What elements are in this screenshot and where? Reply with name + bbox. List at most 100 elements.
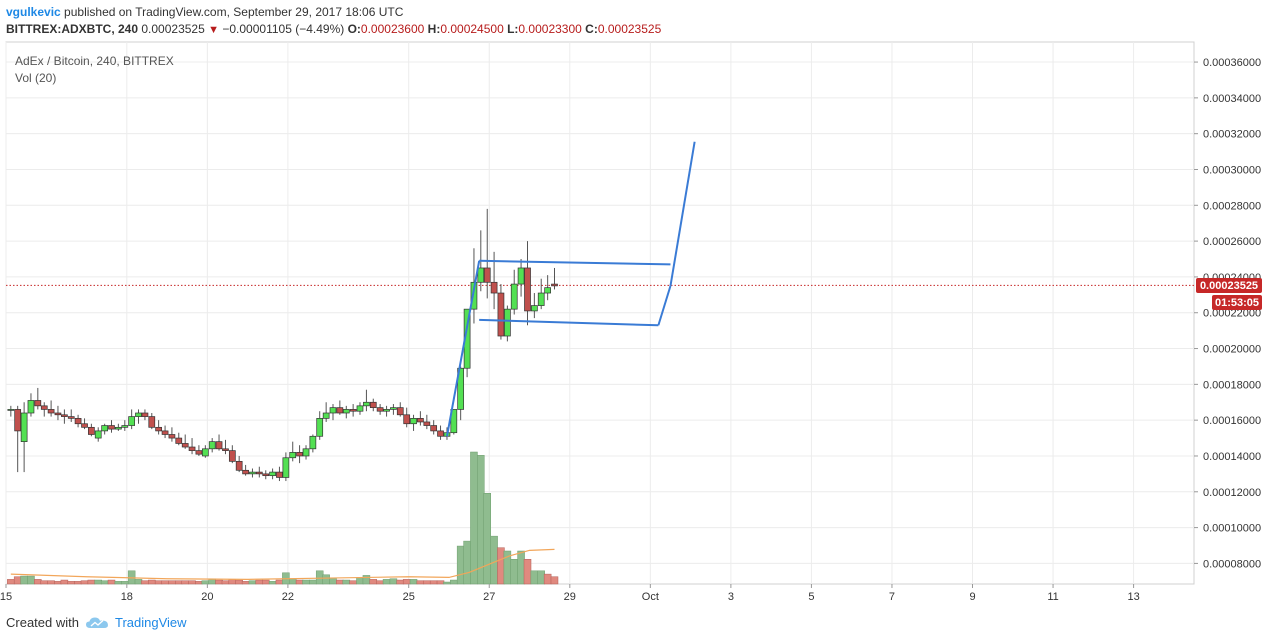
volume-bar (74, 581, 82, 585)
series-title: AdEx / Bitcoin, 240, BITTREX (15, 54, 174, 68)
volume-bar (60, 579, 69, 585)
volume-bar (168, 580, 176, 585)
volume-bar (530, 570, 539, 585)
y-tick-label: 0.00026000 (1203, 236, 1261, 248)
candle-body (161, 430, 169, 435)
y-tick-label: 0.00022000 (1203, 308, 1261, 320)
time-axis[interactable]: 15 18 20 22 25 27 29 Oct 3 5 7 9 11 13 (0, 584, 1140, 603)
candle-body (249, 471, 256, 475)
tradingview-link[interactable]: TradingView (85, 615, 187, 630)
x-tick-label: 13 (1127, 591, 1139, 603)
candle-body (67, 416, 75, 419)
candles (7, 208, 558, 482)
x-tick-label: 29 (564, 591, 576, 603)
candle-body (537, 292, 545, 306)
candle-body (141, 412, 149, 417)
candle-body (383, 409, 390, 412)
volume-bar (288, 578, 297, 585)
trendline (479, 259, 671, 266)
volume-bar (215, 579, 223, 585)
volume-bar (255, 579, 264, 585)
volume-bars (7, 451, 559, 585)
countdown-tag: 01:53:05 (1215, 297, 1259, 309)
volume-bar (543, 573, 552, 585)
volume-bar (47, 580, 55, 585)
open-label: O: (347, 22, 361, 36)
y-tick-label: 0.00014000 (1203, 451, 1261, 463)
candle-body (524, 267, 531, 312)
volume-bar (416, 580, 425, 585)
y-tick-label: 0.00020000 (1203, 344, 1261, 356)
low-value: 0.00023300 (518, 22, 582, 36)
candle-body (356, 405, 364, 412)
candle-body (108, 425, 115, 430)
volume-bar (221, 580, 230, 585)
candle-body (510, 283, 518, 310)
volume-bar (376, 580, 384, 585)
volume-bar (141, 580, 149, 585)
candle-body (27, 400, 35, 414)
candle-body (490, 281, 498, 294)
candle-body (54, 412, 62, 416)
trendline (669, 141, 696, 287)
volume-bar (241, 581, 250, 585)
x-tick-label: 15 (0, 591, 12, 603)
volume-bar (382, 579, 391, 585)
volume-bar (13, 576, 22, 585)
volume-bar (336, 579, 344, 585)
y-tick-label: 0.00016000 (1203, 415, 1261, 427)
symbol-label: BITTREX:ADXBTC, 240 (6, 22, 139, 36)
price-axis[interactable]: 0.00036000 0.00034000 0.00032000 0.00030000… (1194, 57, 1261, 570)
volume-bar (523, 559, 532, 585)
candle-body (115, 426, 122, 430)
candle-body (430, 425, 438, 432)
volume-bar (490, 535, 498, 585)
countdown-tag-bg (1212, 295, 1262, 310)
candle-body (148, 416, 156, 428)
candle-body (282, 457, 290, 478)
volume-bar (27, 575, 35, 585)
candle-body (208, 441, 216, 450)
volume-bar (154, 580, 163, 585)
y-tick-label: 0.00032000 (1203, 129, 1261, 141)
high-label: H: (427, 22, 441, 36)
volume-bar (342, 579, 351, 585)
volume-bar (114, 581, 123, 585)
volume-bar (94, 579, 102, 585)
x-tick-label: 7 (889, 591, 895, 603)
volume-bar (322, 574, 330, 585)
candle-body (201, 448, 209, 457)
candle-body (497, 292, 505, 337)
candle-body (349, 409, 357, 412)
candle-body (517, 267, 525, 285)
volume-bar (483, 493, 491, 585)
volume-bar (443, 581, 451, 585)
volume-bar (188, 580, 196, 585)
candle-body (215, 441, 223, 450)
last-price-tag-bg (1196, 278, 1262, 293)
volume-bar (100, 580, 109, 585)
candle-body (309, 435, 317, 450)
volume-bar (497, 547, 505, 585)
candle-body (181, 443, 189, 448)
published-text: published on TradingView.com, September … (64, 5, 404, 19)
volume-bar (80, 580, 89, 585)
candle-body (437, 430, 444, 437)
candle-body (551, 283, 558, 287)
candle-body (396, 407, 404, 416)
candle-body (544, 287, 551, 294)
volume-bar (87, 579, 96, 585)
trendlines[interactable] (445, 141, 696, 437)
author-link[interactable]: vgulkevic (6, 5, 61, 19)
y-tick-label: 0.00036000 (1203, 57, 1261, 69)
change-value: −0.00001105 (−4.49%) (222, 22, 345, 36)
volume-bar (7, 579, 15, 585)
candle-body (322, 412, 330, 419)
close-value: 0.00023525 (597, 22, 662, 36)
candle-body (195, 450, 203, 455)
volume-bar (20, 575, 28, 585)
volume-bar (450, 579, 458, 585)
candle-body (477, 267, 485, 283)
volume-bar (275, 579, 284, 585)
